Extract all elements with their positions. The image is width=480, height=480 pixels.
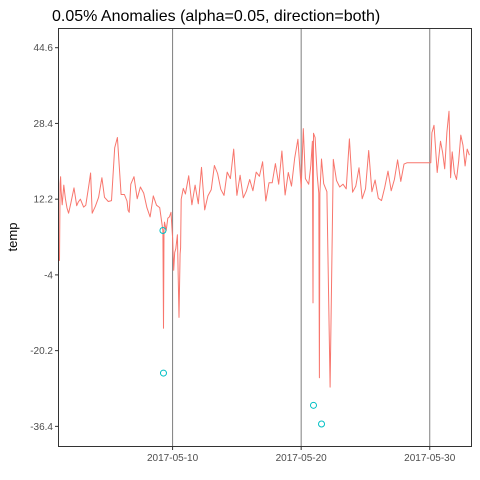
- x-tick-label: 2017-05-10: [147, 453, 199, 464]
- y-tick-label: 12.2: [34, 195, 54, 206]
- y-tick-label: -36.4: [30, 422, 53, 433]
- y-tick-label: 28.4: [34, 119, 54, 130]
- y-axis-title: temp: [5, 223, 20, 252]
- plot-panel: [59, 29, 472, 447]
- y-tick-label: -20.2: [30, 346, 53, 357]
- x-tick-label: 2017-05-20: [276, 453, 328, 464]
- y-tick-label: 44.6: [34, 43, 54, 54]
- y-tick-label: -4: [44, 270, 53, 281]
- x-tick-label: 2017-05-30: [404, 453, 456, 464]
- chart-title: 0.05% Anomalies (alpha=0.05, direction=b…: [52, 8, 380, 25]
